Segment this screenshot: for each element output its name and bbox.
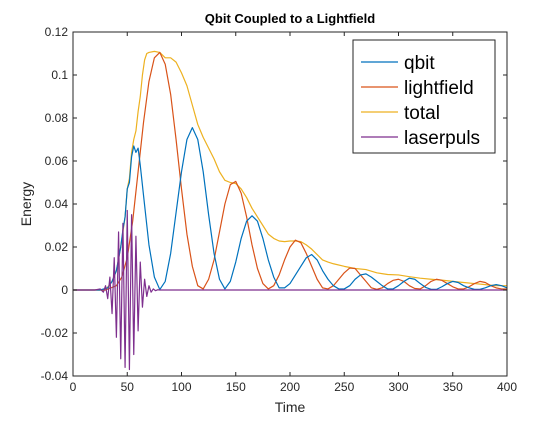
x-tick-label: 100 (171, 380, 191, 394)
y-tick-label: 0.12 (45, 25, 69, 39)
tick-layer: 0 50 100 150 200 250 300 350 400 -0.04 -0.02 0 0.02 0… (41, 25, 518, 394)
y-tick-label: 0 (61, 283, 68, 297)
y-tick-label: 0.08 (45, 111, 69, 125)
series-line-total (73, 50, 507, 291)
y-tick-label: 0.06 (45, 154, 69, 168)
x-tick-label: 250 (334, 380, 354, 394)
legend-label-laserpuls: laserpuls (404, 128, 480, 149)
chart-title: Qbit Coupled to a Lightfield (205, 11, 375, 26)
series-line-qbit (73, 127, 508, 291)
legend: qbit lightfield total laserpuls (352, 39, 496, 154)
series-layer (73, 50, 508, 371)
x-tick-label: 300 (388, 380, 408, 394)
legend-label-total: total (404, 103, 440, 124)
series-line-laserpuls (73, 209, 507, 371)
x-tick-label: 350 (443, 380, 463, 394)
x-tick-label: 200 (280, 380, 300, 394)
x-tick-label: 400 (497, 380, 517, 394)
x-tick-label: 150 (226, 380, 246, 394)
y-tick-label: 0.1 (51, 68, 68, 82)
x-axis-label: Time (275, 399, 306, 415)
x-tick-label: 0 (70, 380, 77, 394)
x-tick-label: 50 (121, 380, 135, 394)
y-tick-label: -0.02 (41, 326, 69, 340)
y-axis-label: Energy (18, 182, 34, 226)
y-tick-label: -0.04 (41, 369, 69, 383)
series-line-lightfield (73, 51, 507, 291)
legend-label-lightfield: lightfield (404, 78, 474, 99)
y-tick-label: 0.02 (45, 240, 69, 254)
legend-box (352, 39, 496, 154)
y-tick-label: 0.04 (45, 197, 69, 211)
legend-label-qbit: qbit (404, 53, 435, 74)
